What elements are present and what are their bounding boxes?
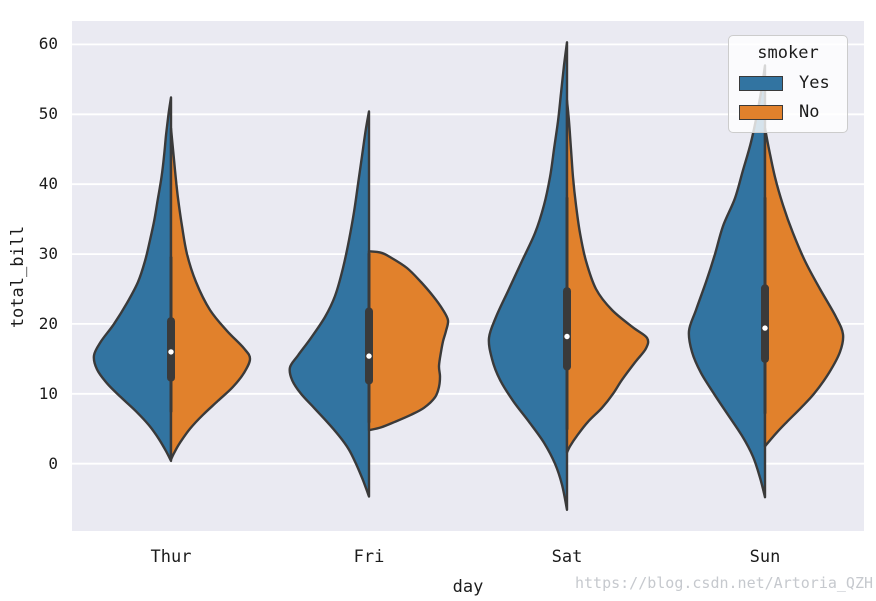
violin-sat-no [565, 99, 650, 454]
median-dot-fri [366, 353, 372, 359]
y-axis-label: total_bill [8, 225, 28, 329]
legend-entry-no: No [739, 102, 847, 122]
violin-sun-no [763, 127, 845, 448]
violin-sun-yes [687, 64, 767, 499]
legend: smoker Yes No [728, 35, 848, 133]
y-tick-label-20: 20 [38, 314, 58, 333]
violin-fri-yes [288, 110, 371, 498]
x-tick-label-thur: Thur [150, 547, 192, 567]
y-tick-label-60: 60 [38, 34, 58, 53]
legend-swatch-yes [739, 75, 783, 91]
legend-title: smoker [757, 43, 819, 63]
median-dot-sat [564, 333, 570, 340]
y-tick-label-10: 10 [38, 384, 58, 403]
legend-entries: Yes No [729, 73, 847, 122]
legend-label-yes: Yes [799, 73, 830, 93]
violin-thur-no [169, 127, 252, 461]
violin-thur-yes [92, 96, 173, 463]
legend-label-no: No [799, 102, 820, 122]
x-tick-label-fri: Fri [353, 547, 385, 567]
watermark-text: https://blog.csdn.net/Artoria_QZH [574, 574, 873, 592]
y-tick-label-0: 0 [48, 454, 58, 473]
median-dot-thur [168, 349, 174, 355]
y-tick-label-40: 40 [38, 174, 58, 193]
median-dot-sun [762, 325, 768, 331]
x-tick-label-sun: Sun [749, 547, 781, 567]
violin-fri-no [367, 250, 450, 432]
legend-swatch-no [739, 104, 783, 120]
y-tick-label-30: 30 [38, 244, 58, 263]
legend-entry-yes: Yes [739, 73, 847, 93]
x-tick-label-sat: Sat [551, 547, 583, 567]
y-tick-label-50: 50 [38, 104, 58, 123]
violin-sat-yes [487, 41, 569, 511]
x-axis-label: day [452, 577, 484, 597]
